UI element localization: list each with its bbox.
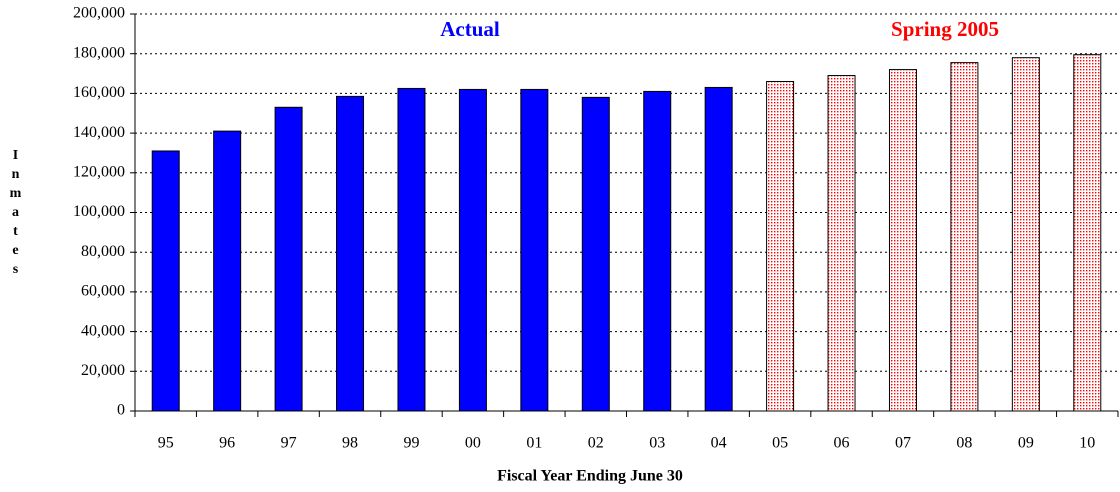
y-tick-label: 80,000: [81, 243, 125, 260]
y-tick-label: 140,000: [73, 124, 125, 141]
bar: [1073, 54, 1102, 412]
bar: [1011, 57, 1040, 412]
x-tick-label: 96: [219, 435, 235, 452]
x-tick-label: 97: [281, 435, 297, 452]
x-tick-label: 99: [403, 435, 419, 452]
x-tick-label: 01: [526, 435, 542, 452]
series-label: Spring 2005: [891, 17, 999, 41]
bar: [397, 87, 426, 412]
x-tick-label: 00: [465, 435, 481, 452]
x-tick-label: 03: [649, 435, 665, 452]
bar: [704, 86, 733, 412]
y-tick-label: 180,000: [73, 44, 125, 61]
bar: [520, 88, 549, 412]
x-axis-title: Fiscal Year Ending June 30: [497, 468, 683, 485]
y-tick-label: 40,000: [81, 322, 125, 339]
y-tick-label: 120,000: [73, 163, 125, 180]
y-axis-title: Inmates: [8, 148, 23, 281]
x-tick-label: 06: [834, 435, 850, 452]
bar: [151, 150, 180, 412]
bar: [213, 130, 242, 412]
bar: [950, 62, 979, 412]
x-tick-label: 95: [158, 435, 174, 452]
x-tick-label: 10: [1079, 435, 1095, 452]
bar: [274, 106, 303, 412]
x-tick-label: 05: [772, 435, 788, 452]
y-tick-label: 160,000: [73, 84, 125, 101]
x-tick-label: 02: [588, 435, 604, 452]
x-tick-label: 07: [895, 435, 911, 452]
series-label: Actual: [440, 17, 500, 41]
bar: [888, 69, 917, 412]
x-tick-label: 98: [342, 435, 358, 452]
bar: [336, 95, 365, 412]
y-tick-label: 20,000: [81, 362, 125, 379]
x-tick-label: 08: [956, 435, 972, 452]
bar: [766, 80, 795, 412]
x-tick-label: 09: [1018, 435, 1034, 452]
bar: [827, 75, 856, 412]
y-tick-label: 0: [117, 402, 125, 419]
bar: [458, 88, 487, 412]
y-tick-label: 100,000: [73, 203, 125, 220]
y-tick-label: 200,000: [73, 5, 125, 22]
bar: [643, 90, 672, 412]
x-tick-label: 04: [711, 435, 727, 452]
bar: [581, 96, 610, 412]
y-tick-label: 60,000: [81, 283, 125, 300]
